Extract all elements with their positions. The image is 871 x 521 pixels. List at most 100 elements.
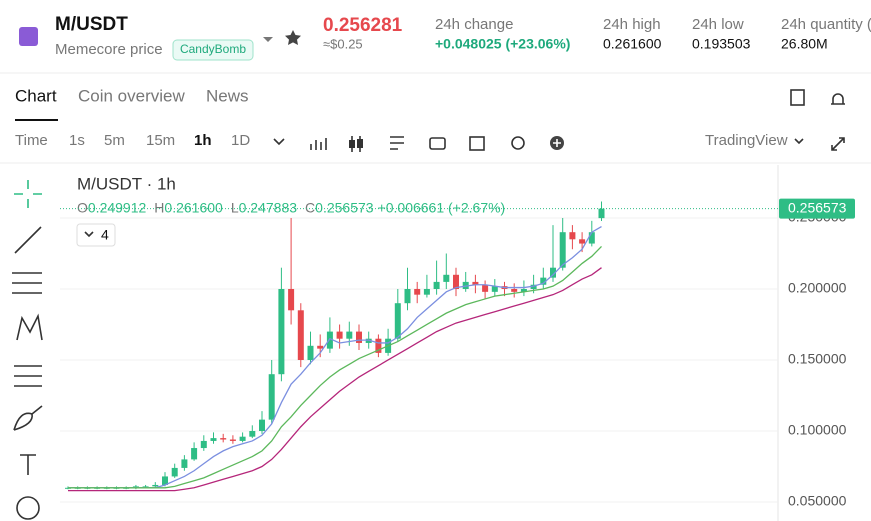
last-price-box xyxy=(779,198,855,219)
legend-value: 0.247883 xyxy=(239,200,298,216)
legend-value: 0.256573 xyxy=(315,200,374,216)
candle-body xyxy=(259,419,265,431)
candle-body xyxy=(472,281,479,285)
stat-label: 24h low xyxy=(692,16,744,33)
y-tick-label: 0.050000 xyxy=(788,493,847,509)
candles-icon-body xyxy=(349,140,355,148)
moving-average xyxy=(68,267,602,492)
tab[interactable]: Chart xyxy=(15,86,57,105)
candle-body xyxy=(346,331,353,339)
moving-average xyxy=(68,245,602,489)
candle-body xyxy=(550,267,556,278)
tab[interactable]: Coin overview xyxy=(78,86,185,105)
candle-body xyxy=(191,448,198,460)
candle-body xyxy=(414,288,421,295)
candle-body xyxy=(462,281,469,289)
crosshair-tool[interactable] xyxy=(14,180,42,208)
settings-icon[interactable] xyxy=(390,136,404,150)
stat-label: 24h high xyxy=(603,16,661,33)
interval: Time xyxy=(15,132,48,149)
interval[interactable]: 1s xyxy=(69,132,85,149)
candle-body xyxy=(288,288,295,311)
candle-body xyxy=(540,277,547,285)
calendar-icon[interactable] xyxy=(469,136,485,151)
legend-key: H xyxy=(154,200,164,216)
candle-body xyxy=(326,331,333,349)
indicators-icon[interactable] xyxy=(310,138,327,150)
candle-body xyxy=(142,486,149,488)
candle-body xyxy=(453,274,459,289)
candle-body xyxy=(559,232,566,268)
provider[interactable]: TradingView xyxy=(705,132,788,149)
interval[interactable]: 1h xyxy=(194,132,212,149)
favorite-icon[interactable] xyxy=(285,30,301,45)
tag-box xyxy=(172,39,254,61)
y-tick-label: 0.150000 xyxy=(788,351,847,367)
fib-tool[interactable] xyxy=(12,272,42,294)
text-tool[interactable] xyxy=(20,454,36,475)
candle-body xyxy=(569,232,576,240)
fullscreen-icon[interactable] xyxy=(831,137,845,151)
coin-icon xyxy=(19,27,38,46)
candle-body xyxy=(443,274,450,282)
legend-key: C xyxy=(305,200,315,216)
last-price-label: 0.256573 xyxy=(788,199,847,215)
candle-body xyxy=(404,288,411,304)
stat-label: 24h change xyxy=(435,16,513,33)
provider-dropdown[interactable] xyxy=(794,138,804,145)
stat-value: 0.261600 xyxy=(603,36,662,52)
candle-body xyxy=(423,288,430,295)
emoji-tool[interactable] xyxy=(16,496,40,520)
stat-value: 0.193503 xyxy=(692,36,751,52)
last-price: 0.256281 xyxy=(323,15,403,36)
indicator-chevron xyxy=(84,231,94,238)
candles-icon-body xyxy=(357,139,363,148)
candle-body xyxy=(307,345,314,360)
more-intervals[interactable] xyxy=(273,138,285,146)
y-tick-label: 0.100000 xyxy=(788,422,847,438)
y-tick-label: 0.200000 xyxy=(788,280,847,296)
stat-value: +0.048025 (+23.06%) xyxy=(435,36,570,52)
price-usd: ≈$0.25 xyxy=(323,36,363,51)
indicator-toggle[interactable] xyxy=(76,223,116,247)
legend-change: +0.006661 (+2.67%) xyxy=(378,200,506,216)
tab[interactable]: News xyxy=(206,86,249,105)
legend-key: L xyxy=(231,200,239,216)
dropdown-icon[interactable] xyxy=(263,37,273,42)
candle-body xyxy=(239,436,246,441)
candle-body xyxy=(200,440,207,449)
brush-tool[interactable] xyxy=(13,405,43,431)
candle-body xyxy=(365,338,372,343)
indicator-count: 4 xyxy=(101,227,109,243)
coin-name: Memecore price xyxy=(55,41,163,58)
candle-body xyxy=(530,284,537,289)
notes-icon[interactable] xyxy=(790,89,805,106)
candle-body xyxy=(520,288,527,292)
legend-value: 0.261600 xyxy=(164,200,223,216)
candle-body xyxy=(317,345,324,349)
candle-body xyxy=(482,284,489,292)
candle-body xyxy=(598,208,605,219)
interval[interactable]: 15m xyxy=(146,132,175,149)
candle-body xyxy=(336,331,343,339)
chart-title: M/USDT · 1h xyxy=(77,174,176,193)
candle-body xyxy=(356,331,362,343)
pattern-tool[interactable] xyxy=(16,313,43,341)
candle-body xyxy=(249,430,256,437)
candle-body xyxy=(162,476,168,485)
camera-icon[interactable] xyxy=(429,137,446,150)
candle-body xyxy=(297,310,304,360)
candle-body xyxy=(278,288,285,375)
line-tool[interactable] xyxy=(14,226,42,254)
candle-body xyxy=(210,438,217,441)
interval[interactable]: 1D xyxy=(231,132,250,149)
interval[interactable]: 5m xyxy=(104,132,125,149)
candle-body xyxy=(375,338,382,353)
symbol: M/USDT xyxy=(55,14,128,35)
candle-body xyxy=(181,459,188,468)
alert-icon[interactable] xyxy=(831,93,845,105)
projection-tool[interactable] xyxy=(14,365,42,387)
replay-icon[interactable] xyxy=(511,136,525,150)
